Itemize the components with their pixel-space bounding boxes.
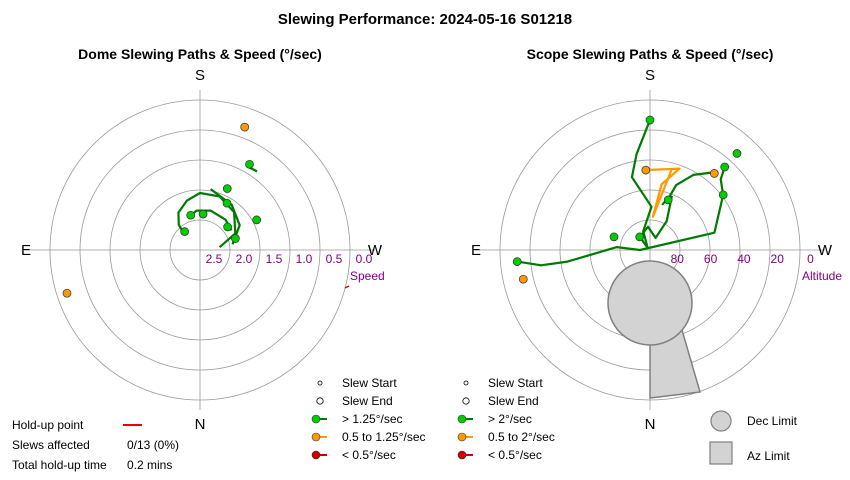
dome-cardinal-top: S (195, 67, 205, 84)
legend-label: < 0.5°/sec (342, 448, 396, 462)
scope-slew-point (720, 162, 730, 172)
dome-legend: Slew Start Slew End > 1.25°/sec 0.5 to 1.25… (311, 376, 426, 462)
dec-limit-label: Dec Limit (747, 414, 798, 428)
az-limit-label: Az Limit (747, 449, 790, 463)
slews-affected-label: Slews affected (12, 438, 90, 452)
dome-marks (62, 122, 262, 298)
scope-slew-point (709, 169, 719, 178)
dome-slew-point (231, 234, 240, 243)
slews-affected-value: 0/13 (0%) (127, 438, 179, 452)
scope-slew-point (635, 232, 645, 242)
legend-swatch-slew-end (462, 397, 470, 405)
scope-limits (607, 260, 701, 399)
scope-slew-point (512, 257, 522, 266)
scope-slew-point (641, 165, 651, 175)
dome-slew-path (177, 191, 237, 249)
dome-grid (25, 90, 375, 410)
legend-swatch-slew-start (317, 380, 323, 386)
dome-tick-label: 0.5 (326, 252, 343, 266)
dome-holdup-mark (344, 285, 350, 289)
scope-title: Scope Slewing Paths & Speed (°/sec) (527, 46, 774, 62)
total-holdup-label: Total hold-up time (12, 458, 107, 472)
scope-cardinal-left: E (471, 242, 481, 259)
scope-cardinal-right: W (818, 242, 833, 259)
scope-slew-path (639, 195, 673, 239)
scope-marks (512, 115, 742, 284)
legend-label: > 2°/sec (488, 412, 532, 426)
dome-cardinal-left: E (21, 242, 31, 259)
scope-slew-path (630, 119, 653, 249)
scope-legend: Slew Start Slew End > 2°/sec 0.5 to 2°/sec <… (457, 376, 555, 462)
legend-label: 0.5 to 2°/sec (488, 430, 555, 444)
legend-swatch-dot (457, 432, 467, 442)
legend-swatch-dot (457, 414, 467, 424)
legend-label: Slew End (342, 394, 393, 408)
total-holdup-value: 0.2 mins (127, 458, 172, 472)
scope-slew-point (645, 115, 655, 125)
holdup-label: Hold-up point (12, 418, 84, 432)
legend-swatch-dot (311, 450, 321, 460)
dome-slew-point (62, 288, 72, 298)
dome-tick-label: 2.5 (206, 252, 223, 266)
figure-title: Slewing Performance: 2024-05-16 S01218 (278, 11, 572, 28)
dome-cardinal-right: W (368, 242, 383, 259)
legend-label: < 0.5°/sec (488, 448, 542, 462)
scope-tick-label: 80 (671, 252, 685, 266)
scope-tick-label: 0 (807, 252, 814, 266)
legend-label: 0.5 to 1.25°/sec (342, 430, 426, 444)
scope-slew-point (732, 149, 742, 158)
legend-swatch-slew-start (463, 380, 469, 386)
dome-slew-point (245, 159, 254, 169)
scope-panel: Scope Slewing Paths & Speed (°/sec) S N … (471, 46, 842, 433)
legend-swatch-dot (457, 450, 467, 460)
legend-label: Slew Start (342, 376, 397, 390)
legend-label: Slew Start (488, 376, 543, 390)
dome-slew-point (222, 184, 232, 193)
dome-slew-point (186, 210, 196, 220)
dome-panel: Dome Slewing Paths & Speed (°/sec) S N E… (21, 46, 385, 433)
dome-slew-point (180, 227, 189, 236)
dome-title: Dome Slewing Paths & Speed (°/sec) (78, 46, 322, 62)
dome-slew-point (240, 122, 250, 132)
dome-slew-point (223, 222, 232, 232)
scope-slew-path (647, 167, 681, 218)
scope-radial-label: Altitude (802, 269, 842, 283)
scope-slew-path (517, 166, 726, 267)
scope-tick-label: 40 (737, 252, 751, 266)
legend-swatch-slew-end (316, 397, 324, 405)
dome-radial-ticks: 2.5 2.0 1.5 1.0 0.5 0.0 (206, 252, 373, 266)
scope-radial-ticks: 80 60 40 20 0 (671, 252, 815, 266)
scope-slew-point (518, 274, 528, 284)
dome-tick-label: 1.5 (266, 252, 283, 266)
scope-tick-label: 20 (771, 252, 785, 266)
legend-label: Slew End (488, 394, 539, 408)
dome-slew-point (252, 215, 262, 225)
dome-cardinal-bottom: N (195, 416, 206, 433)
az-limit-swatch (709, 441, 733, 465)
scope-tick-label: 60 (704, 252, 718, 266)
limit-legend: Dec Limit Az Limit (709, 410, 798, 465)
scope-slew-point (609, 232, 619, 242)
dome-slew-point (222, 198, 232, 208)
dome-slew-point (198, 209, 208, 219)
dome-tick-label: 0.0 (356, 252, 373, 266)
dome-tick-label: 1.0 (296, 252, 313, 266)
scope-slew-point (718, 190, 728, 200)
dome-radial-label: Speed (350, 269, 385, 283)
dec-limit-swatch (710, 410, 732, 432)
legend-swatch-dot (311, 414, 321, 424)
legend-label: > 1.25°/sec (342, 412, 403, 426)
dome-tick-label: 2.0 (236, 252, 253, 266)
scope-cardinal-top: S (645, 67, 655, 84)
scope-slew-point (663, 195, 673, 205)
scope-cardinal-bottom: N (645, 416, 656, 433)
legend-swatch-dot (311, 432, 321, 442)
dec-limit-circle (607, 260, 693, 346)
holdup-info: Hold-up point Slews affected 0/13 (0%) T… (12, 418, 179, 472)
